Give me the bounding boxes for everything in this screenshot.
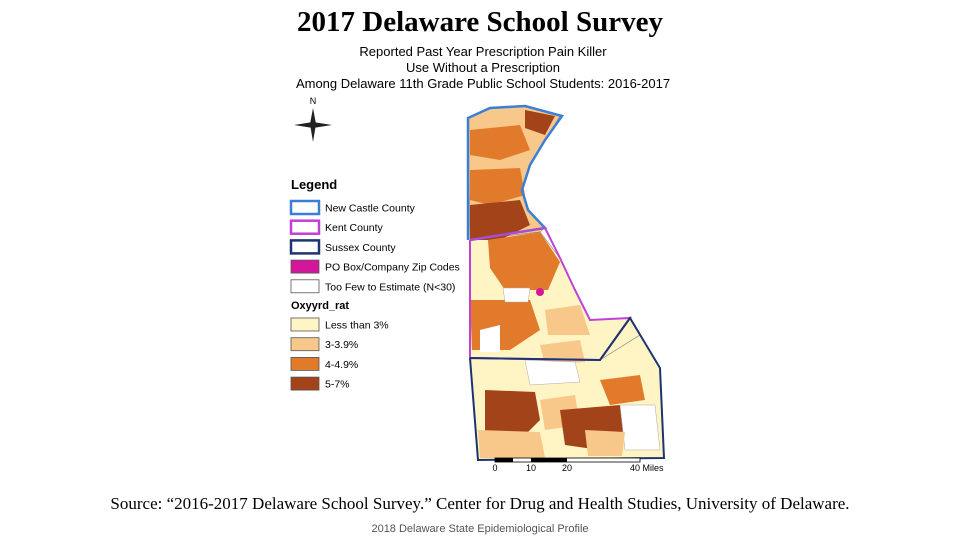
legend-label: PO Box/Company Zip Codes xyxy=(325,262,460,274)
legend-swatch xyxy=(289,199,321,216)
legend-swatch xyxy=(290,259,320,274)
legend-swatch xyxy=(289,239,321,255)
legend-title: Legend xyxy=(291,177,337,192)
legend-swatch xyxy=(290,317,320,332)
scale-label: 20 xyxy=(562,463,572,473)
legend-label: Too Few to Estimate (N<30) xyxy=(325,281,455,293)
legend-label: 3-3.9% xyxy=(325,339,358,351)
legend-swatch xyxy=(290,279,320,294)
slide-title: 2017 Delaware School Survey xyxy=(297,6,663,38)
legend-swatch xyxy=(289,219,321,235)
map-title: Use Without a Prescription xyxy=(406,60,560,75)
map-title: Reported Past Year Prescription Pain Kil… xyxy=(359,44,607,59)
class-title: Oxyyrd_rat xyxy=(291,300,349,312)
source-note: Source: “2016-2017 Delaware School Surve… xyxy=(110,494,850,513)
legend-label: Sussex County xyxy=(325,242,396,254)
map-title: Among Delaware 11th Grade Public School … xyxy=(296,76,670,91)
legend-swatch xyxy=(290,376,320,391)
legend-label: New Castle County xyxy=(325,203,416,215)
scale-label: 40 Miles xyxy=(630,463,664,473)
footer: 2018 Delaware State Epidemiological Prof… xyxy=(371,523,589,535)
legend-label: 5-7% xyxy=(325,379,350,391)
north-label: N xyxy=(310,96,317,106)
legend-swatch xyxy=(290,356,320,371)
legend-label: 4-4.9% xyxy=(325,359,358,371)
legend-swatch xyxy=(290,337,320,352)
delaware-map xyxy=(466,104,666,462)
scale-label: 10 xyxy=(526,463,536,473)
legend-label: Kent County xyxy=(325,222,384,234)
scale-label: 0 xyxy=(492,463,497,473)
scale-bar xyxy=(494,457,641,463)
compass: N xyxy=(294,96,332,142)
legend-label: Less than 3% xyxy=(325,320,389,332)
